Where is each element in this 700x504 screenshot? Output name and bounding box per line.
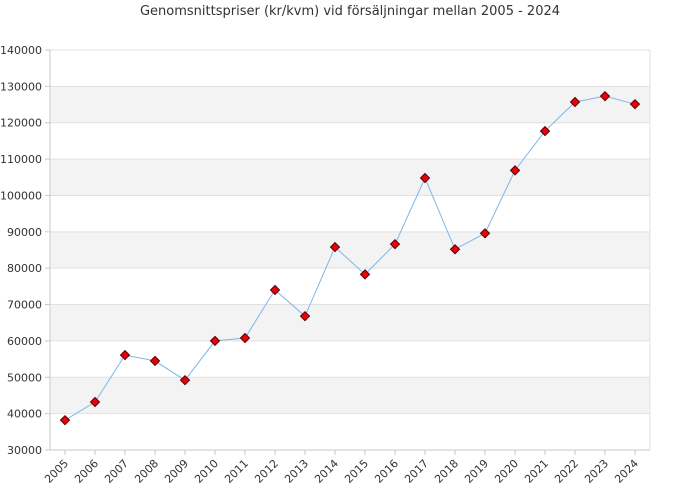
y-tick-label: 110000 bbox=[0, 153, 42, 166]
data-point bbox=[419, 172, 431, 184]
y-tick-label: 80000 bbox=[7, 262, 42, 275]
y-tick-label: 90000 bbox=[7, 226, 42, 239]
x-tick-label: 2011 bbox=[222, 457, 251, 486]
data-point bbox=[89, 396, 101, 408]
y-tick-labels: 30000 40000 50000 60000 70000 80000 90000 10000… bbox=[0, 44, 50, 457]
data-point bbox=[209, 335, 221, 347]
x-tick-label: 2020 bbox=[492, 457, 521, 486]
data-point bbox=[149, 355, 161, 367]
data-points bbox=[59, 90, 641, 426]
series-line-group bbox=[64, 95, 636, 421]
x-tick-labels: 2005 2006 2007 2008 2009 2010 2011 2012 2013 2014… bbox=[42, 450, 641, 486]
x-tick-label: 2019 bbox=[462, 457, 491, 486]
data-point bbox=[629, 98, 641, 110]
x-tick-label: 2013 bbox=[282, 457, 311, 486]
x-tick-label: 2015 bbox=[342, 457, 371, 486]
x-tick-label: 2009 bbox=[162, 457, 191, 486]
x-tick-label: 2022 bbox=[552, 457, 581, 486]
x-tick-label: 2014 bbox=[312, 457, 341, 486]
y-tick-label: 120000 bbox=[0, 117, 42, 130]
x-tick-label: 2012 bbox=[252, 457, 281, 486]
x-tick-label: 2007 bbox=[102, 457, 131, 486]
data-point bbox=[119, 349, 131, 361]
grid-band bbox=[50, 159, 650, 196]
grid-band bbox=[50, 86, 650, 123]
y-tick-label: 40000 bbox=[7, 408, 42, 421]
grid-band bbox=[50, 231, 650, 269]
data-point bbox=[449, 244, 461, 255]
x-tick-label: 2021 bbox=[522, 457, 551, 486]
data-point bbox=[479, 228, 491, 239]
data-point bbox=[299, 310, 311, 322]
data-point bbox=[59, 414, 71, 426]
x-tick-label: 2006 bbox=[72, 457, 101, 486]
data-point bbox=[179, 374, 191, 386]
x-tick-label: 2010 bbox=[192, 457, 221, 486]
chart-title: Genomsnittspriser (kr/kvm) vid försäljni… bbox=[139, 4, 561, 19]
grid-lines bbox=[50, 49, 650, 451]
data-point bbox=[569, 96, 581, 108]
grid-band bbox=[50, 377, 650, 414]
y-tick-label: 60000 bbox=[7, 335, 42, 348]
data-point bbox=[359, 269, 371, 280]
axes bbox=[49, 50, 651, 451]
data-point bbox=[539, 125, 551, 137]
data-point bbox=[389, 238, 401, 250]
x-tick-label: 2023 bbox=[582, 457, 611, 486]
data-point bbox=[239, 332, 251, 344]
series-line bbox=[64, 95, 636, 421]
data-point bbox=[269, 284, 281, 296]
x-tick-label: 2008 bbox=[132, 457, 161, 486]
x-tick-label: 2005 bbox=[42, 457, 71, 486]
y-tick-label: 30000 bbox=[7, 444, 42, 457]
y-tick-label: 50000 bbox=[7, 371, 42, 384]
data-point bbox=[599, 90, 611, 102]
y-tick-label: 140000 bbox=[0, 44, 42, 57]
data-point bbox=[329, 241, 341, 253]
y-tick-label: 130000 bbox=[0, 80, 42, 93]
y-tick-label: 100000 bbox=[0, 189, 42, 202]
data-point bbox=[509, 165, 521, 176]
grid-bands bbox=[50, 86, 650, 414]
grid-band bbox=[50, 304, 650, 341]
y-tick-label: 70000 bbox=[7, 299, 42, 312]
x-tick-label: 2018 bbox=[432, 457, 461, 486]
x-tick-label: 2024 bbox=[612, 457, 641, 486]
x-tick-label: 2016 bbox=[372, 457, 401, 486]
x-tick-label: 2017 bbox=[402, 457, 431, 486]
